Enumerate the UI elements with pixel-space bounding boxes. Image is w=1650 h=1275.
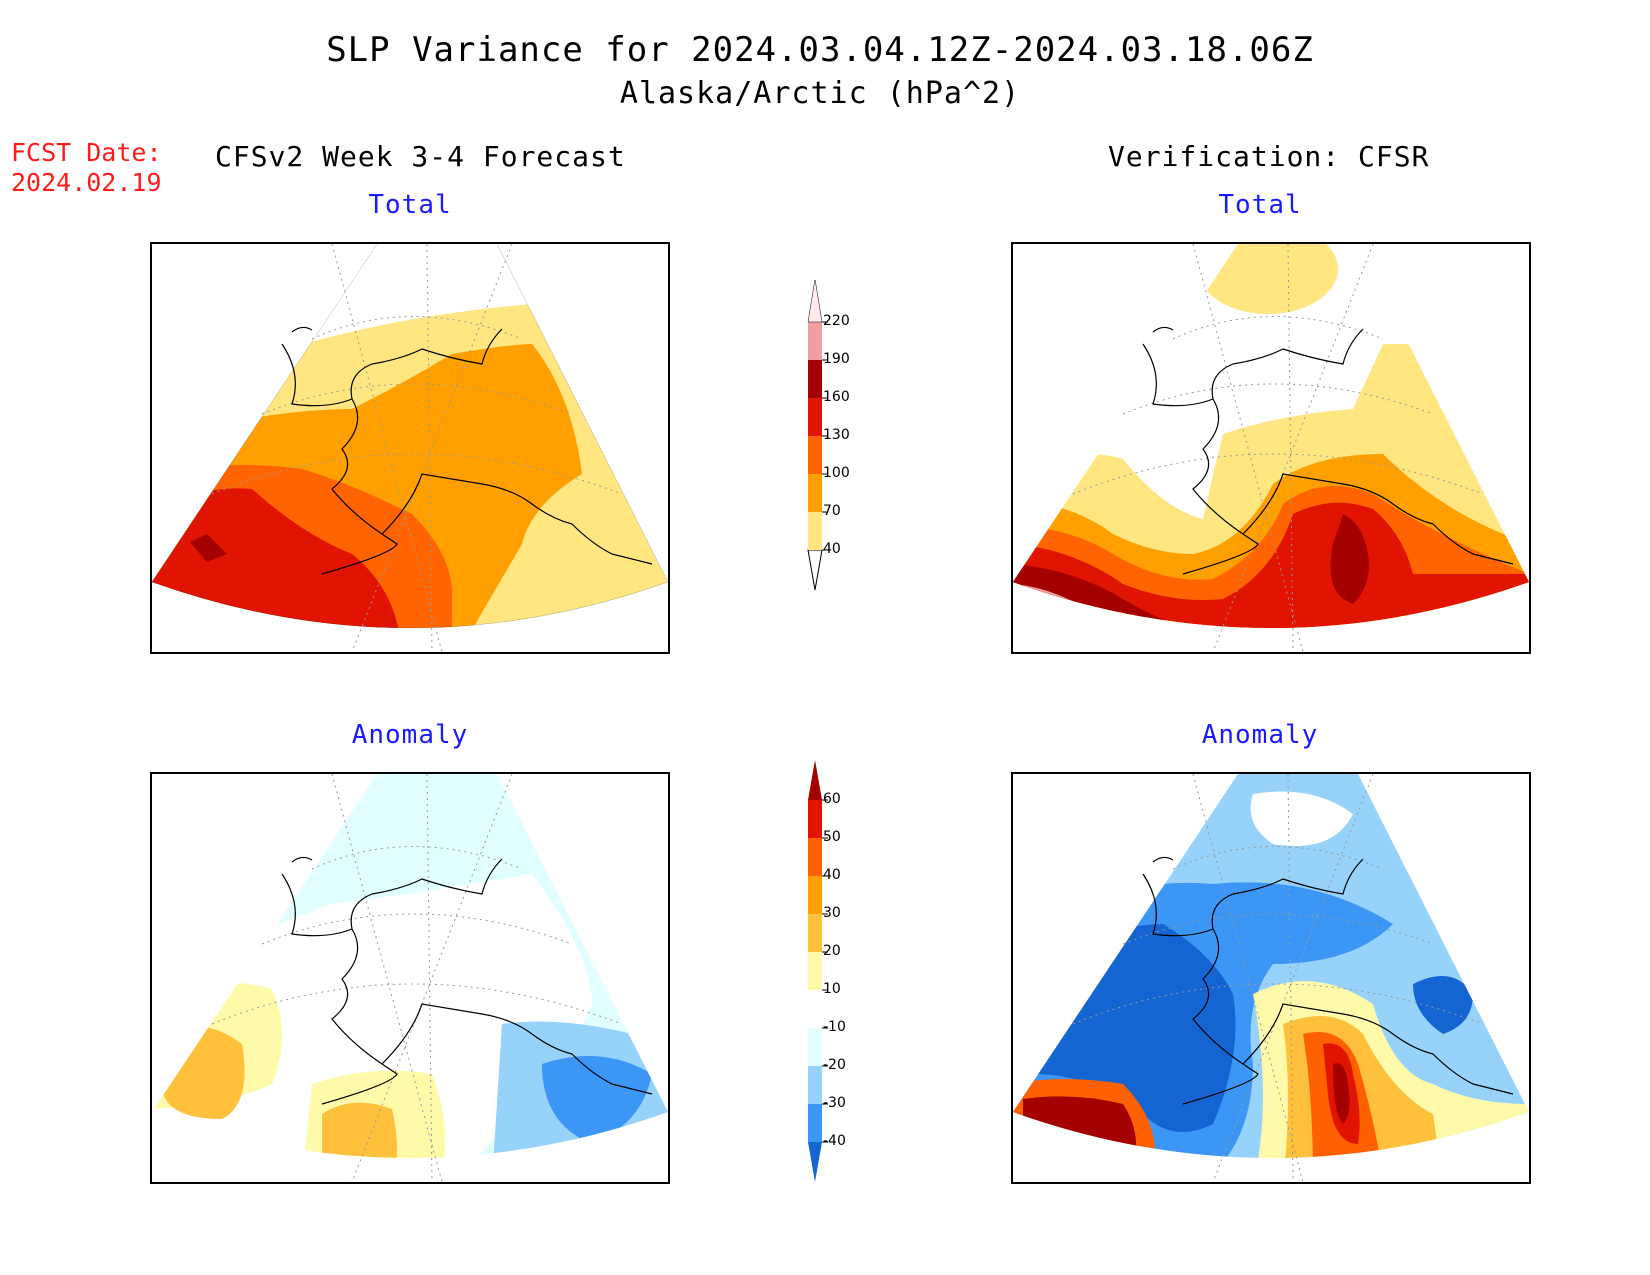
- anomaly-colorbar: -40 -30 -20 -10 10 20 30 40 50 60: [795, 752, 865, 1202]
- region-above-60-west: [1023, 1096, 1137, 1158]
- total-colorbar: 40 70 100 130 160 190 220: [795, 280, 865, 620]
- colorbar-swatch: [808, 1028, 822, 1066]
- region-below-minus40-east: [1413, 976, 1473, 1034]
- verification-column-heading: Verification: CFSR: [1108, 140, 1430, 173]
- colorbar-tick-label: 10: [823, 981, 841, 997]
- verification-anomaly-svg: [1013, 774, 1529, 1182]
- colorbar-swatch: [808, 990, 822, 1028]
- chart-subtitle: Alaska/Arctic (hPa^2): [619, 76, 1021, 111]
- region-20-30-west: [162, 1026, 245, 1119]
- coastline: [1142, 326, 1514, 575]
- colorbar-swatch: [808, 952, 822, 990]
- coastline: [281, 326, 653, 575]
- chart-title: SLP Variance for 2024.03.04.12Z-2024.03.…: [326, 30, 1314, 70]
- coastline: [1142, 856, 1514, 1105]
- colorbar-swatch: [808, 436, 822, 474]
- forecast-total-map: [150, 242, 670, 654]
- forecast-total-title: Total: [368, 190, 452, 220]
- colorbar-swatch: [808, 322, 822, 360]
- forecast-anomaly-title: Anomaly: [351, 720, 469, 750]
- graticule: [211, 774, 623, 1182]
- colorbar-swatch: [808, 398, 822, 436]
- region-above-60: [1333, 1063, 1350, 1124]
- total-colorbar-svg: [807, 280, 828, 591]
- fcst-date-label: FCST Date:: [11, 138, 162, 167]
- colorbar-swatch: [808, 800, 822, 838]
- colorbar-lower-arrow: [808, 1142, 822, 1182]
- forecast-anomaly-map: [150, 772, 670, 1184]
- verification-total-map: [1011, 242, 1531, 654]
- colorbar-swatch: [808, 360, 822, 398]
- graticule: [1072, 774, 1484, 1182]
- colorbar-tick-label: 50: [823, 829, 841, 845]
- colorbar-swatch: [808, 474, 822, 512]
- fcst-date-value: 2024.02.19: [11, 168, 162, 197]
- colorbar-tick-label: 160: [823, 389, 850, 405]
- colorbar-tick-label: 190: [823, 351, 850, 367]
- forecast-column-heading: CFSv2 Week 3-4 Forecast: [215, 140, 626, 173]
- region-neutral-north: [1250, 791, 1353, 846]
- colorbar-tick-label: 40: [823, 541, 841, 557]
- graticule: [1072, 244, 1484, 652]
- region-160-190-west: [1013, 564, 1213, 628]
- colorbar-tick-label: 30: [823, 905, 841, 921]
- colorbar-swatch: [808, 1104, 822, 1142]
- region-160-190-gulf: [1330, 514, 1369, 604]
- forecast-total-svg: [152, 244, 668, 652]
- verification-anomaly-map: [1011, 772, 1531, 1184]
- colorbar-tick-label: 20: [823, 943, 841, 959]
- colorbar-swatch: [807, 280, 823, 323]
- colorbar-swatch: [808, 838, 822, 876]
- colorbar-tick-label: 100: [823, 465, 850, 481]
- colorbar-tick-label: 60: [823, 791, 841, 807]
- colorbar-swatch: [808, 512, 822, 550]
- colorbar-tick-label: 70: [823, 503, 841, 519]
- forecast-anomaly-svg: [152, 774, 668, 1182]
- region-20-30-south: [322, 1102, 397, 1158]
- colorbar-tick-label: -20: [823, 1057, 846, 1073]
- coastline: [281, 856, 653, 1105]
- colorbar-upper-arrow: [808, 760, 822, 800]
- colorbar-tick-label: 40: [823, 867, 841, 883]
- region-minus40-minus30: [542, 1056, 652, 1144]
- colorbar-tick-label: -40: [823, 1133, 846, 1149]
- colorbar-swatch: [808, 914, 822, 952]
- colorbar-swatch: [808, 876, 822, 914]
- colorbar-lower-arrow: [807, 549, 823, 591]
- colorbar-tick-label: 130: [823, 427, 850, 443]
- graticule: [211, 244, 623, 652]
- colorbar-tick-label: -30: [823, 1095, 846, 1111]
- region-160-190: [190, 534, 227, 562]
- colorbar-tick-label: 220: [823, 313, 850, 329]
- colorbar-tick-label: -10: [823, 1019, 846, 1035]
- colorbar-swatch: [808, 1066, 822, 1104]
- region-neutral: [152, 874, 592, 1158]
- verification-anomaly-title: Anomaly: [1201, 720, 1319, 750]
- anomaly-colorbar-svg: [808, 760, 828, 1182]
- verification-total-title: Total: [1218, 190, 1302, 220]
- verification-total-svg: [1013, 244, 1529, 652]
